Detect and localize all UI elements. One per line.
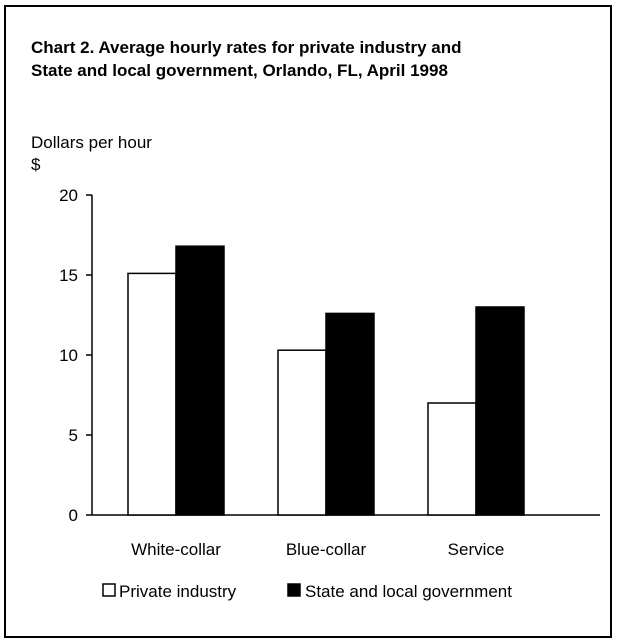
legend-label-1: State and local government xyxy=(305,582,512,601)
chart-title: Chart 2. Average hourly rates for privat… xyxy=(31,36,591,82)
y-axis-unit: $ xyxy=(31,155,41,174)
x-category-label: White-collar xyxy=(131,540,221,559)
bar-private-industry-1 xyxy=(277,349,327,516)
chart-title-line-2: State and local government, Orlando, FL,… xyxy=(31,61,448,80)
y-tick-label: 15 xyxy=(59,266,78,285)
x-categories: White-collar Blue-collar Service xyxy=(131,540,504,559)
y-tick-label: 5 xyxy=(69,426,78,445)
y-ticks: 0 5 10 15 20 xyxy=(59,186,92,525)
x-category-label: Service xyxy=(448,540,505,559)
bar-private-industry-2 xyxy=(427,402,477,516)
bar-state-local-government-2 xyxy=(475,306,525,516)
legend-label-0: Private industry xyxy=(119,582,237,601)
legend: Private industry State and local governme… xyxy=(102,582,512,601)
bars xyxy=(127,245,525,516)
bar-state-local-government-0 xyxy=(175,245,225,516)
y-tick-label: 20 xyxy=(59,186,78,205)
legend-swatch-1 xyxy=(287,583,301,597)
y-axis-label: Dollars per hour xyxy=(31,133,152,152)
legend-swatch-0 xyxy=(102,583,116,597)
bar-private-industry-0 xyxy=(127,272,177,516)
x-category-label: Blue-collar xyxy=(286,540,367,559)
y-tick-label: 10 xyxy=(59,346,78,365)
chart-title-line-1: Chart 2. Average hourly rates for privat… xyxy=(31,38,462,57)
y-tick-label: 0 xyxy=(69,506,78,525)
bar-state-local-government-1 xyxy=(325,312,375,516)
